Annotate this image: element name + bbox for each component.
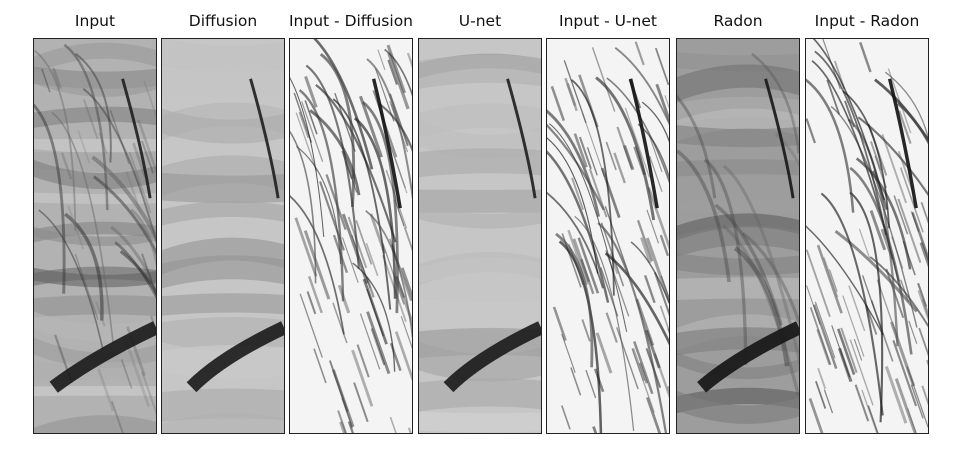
panel-title: Radon <box>713 12 763 30</box>
seismic-image <box>418 38 542 434</box>
seismic-image <box>546 38 670 434</box>
seismic-image <box>33 38 157 434</box>
seismic-image <box>289 38 413 434</box>
panel-title: Input <box>74 12 116 30</box>
seismic-image <box>805 38 929 434</box>
panel-title: Input - Diffusion <box>288 12 413 30</box>
panel-title: Diffusion <box>188 12 258 30</box>
panel-title: U-net <box>458 12 502 30</box>
panel-title: Input - Radon <box>814 12 920 30</box>
panel-title: Input - U-net <box>559 12 657 30</box>
seismic-image <box>161 38 285 434</box>
seismic-image <box>676 38 800 434</box>
